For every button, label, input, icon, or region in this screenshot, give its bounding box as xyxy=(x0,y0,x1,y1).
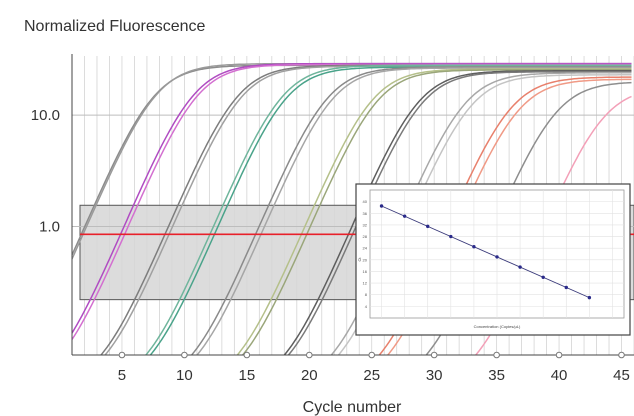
amplification-curve-11 xyxy=(236,68,632,355)
inset-data-point xyxy=(472,245,476,249)
amplification-curve-3 xyxy=(72,62,632,334)
amplification-curve-14 xyxy=(287,71,632,355)
x-tick-label: 25 xyxy=(363,367,380,384)
inset-data-point xyxy=(518,265,522,269)
x-tick-marker xyxy=(368,351,376,359)
inset-y-tick-label: 40 xyxy=(363,199,368,204)
inset-x-axis-title: Concentration (Copies/µL) xyxy=(474,324,521,329)
y-axis-title: Normalized Fluorescence xyxy=(24,18,206,35)
x-tick-marker xyxy=(305,351,313,359)
inset-y-tick-label: 8 xyxy=(365,292,368,297)
inset-y-axis-title: Ct xyxy=(357,257,362,262)
x-tick-label: 30 xyxy=(426,367,443,384)
x-tick-label: 20 xyxy=(301,367,318,384)
x-tick-marker xyxy=(243,351,251,359)
inset-y-tick-label: 20 xyxy=(363,257,368,262)
x-tick-label: 40 xyxy=(551,367,568,384)
amplification-curve-19 xyxy=(425,81,632,355)
inset-data-point xyxy=(541,275,545,279)
inset-data-point xyxy=(426,224,430,229)
amplification-curve-16 xyxy=(337,74,632,355)
inset-fit-line xyxy=(381,205,590,299)
x-tick-label: 35 xyxy=(488,367,505,384)
x-tick-marker xyxy=(555,351,563,359)
inset-data-point xyxy=(449,234,453,239)
x-tick-marker xyxy=(430,351,438,359)
inset-data-point xyxy=(379,204,384,208)
x-tick-label: 15 xyxy=(239,367,256,384)
inset-data-point xyxy=(564,285,568,290)
inset-y-tick-label: 12 xyxy=(363,281,368,286)
x-tick-marker xyxy=(618,351,625,359)
inset-y-tick-label: 4 xyxy=(365,304,368,309)
x-tick-label: 45 xyxy=(613,367,630,384)
standard-curve-inset: 4 8 12 16 20 24 28 32 36 40 Concentration (Copies/… xyxy=(355,183,631,336)
x-axis-title: Cycle number xyxy=(303,399,402,416)
x-tick-label: 5 xyxy=(118,367,126,384)
amplification-curve-12 xyxy=(241,69,632,355)
amplification-curve-17 xyxy=(378,76,632,355)
inset-y-tick-label: 24 xyxy=(363,246,368,251)
amplification-curve-18 xyxy=(386,78,632,355)
inset-data-point xyxy=(402,214,407,218)
y-tick-label: 10.0 xyxy=(31,107,60,124)
amplification-curve-13 xyxy=(283,70,632,355)
amplification-curve-10 xyxy=(195,67,632,355)
x-tick-marker xyxy=(118,351,126,359)
y-tick-label: 1.0 xyxy=(39,218,60,235)
x-tick-marker xyxy=(181,351,188,359)
amplification-curve-9 xyxy=(190,66,632,355)
inset-data-point xyxy=(587,295,592,300)
amplification-curve-7 xyxy=(144,64,632,355)
inset-y-tick-label: 32 xyxy=(363,222,368,227)
x-tick-label: 10 xyxy=(176,367,193,384)
amplification-curve-4 xyxy=(72,63,632,340)
inset-y-tick-label: 36 xyxy=(363,211,368,216)
inset-y-tick-label: 16 xyxy=(363,269,368,274)
inset-data-point xyxy=(495,255,499,259)
amplification-curve-15 xyxy=(330,72,632,355)
inset-y-tick-label: 28 xyxy=(363,234,368,239)
curves xyxy=(72,62,632,355)
x-tick-marker xyxy=(493,351,500,359)
